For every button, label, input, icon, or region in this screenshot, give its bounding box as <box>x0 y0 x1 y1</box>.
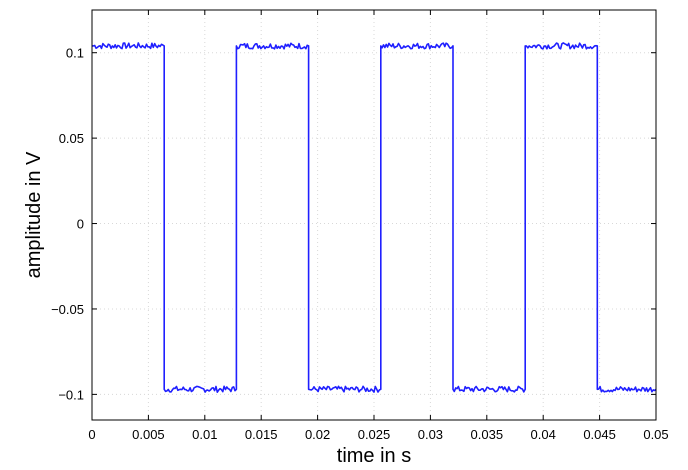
x-tick-label: 0.01 <box>192 427 217 442</box>
y-tick-label: 0.1 <box>66 46 84 61</box>
ticks: 0 0.005 0.01 0.015 0.02 0.025 0.03 0.035 0.04 0.0… <box>51 10 669 442</box>
y-tick-label: 0 <box>77 217 84 232</box>
x-tick-label: 0.03 <box>418 427 443 442</box>
x-tick-label: 0.02 <box>305 427 330 442</box>
series-line <box>92 42 657 394</box>
x-tick-label: 0.015 <box>245 427 278 442</box>
x-axis-label: time in s <box>337 445 411 465</box>
x-tick-label: 0.045 <box>583 427 616 442</box>
y-axis-label: amplitude in V <box>23 151 45 278</box>
x-tick-label: 0.025 <box>358 427 391 442</box>
x-tick-label: 0.04 <box>531 427 556 442</box>
y-tick-label: 0.05 <box>59 131 84 146</box>
x-tick-label: 0.005 <box>132 427 165 442</box>
series-layer <box>92 42 657 394</box>
x-tick-label: 0.035 <box>471 427 504 442</box>
y-tick-label: −0.1 <box>58 387 84 402</box>
x-tick-label: 0.05 <box>643 427 668 442</box>
grid <box>91 10 657 420</box>
x-tick-label: 0 <box>88 427 95 442</box>
y-tick-label: −0.05 <box>51 302 84 317</box>
